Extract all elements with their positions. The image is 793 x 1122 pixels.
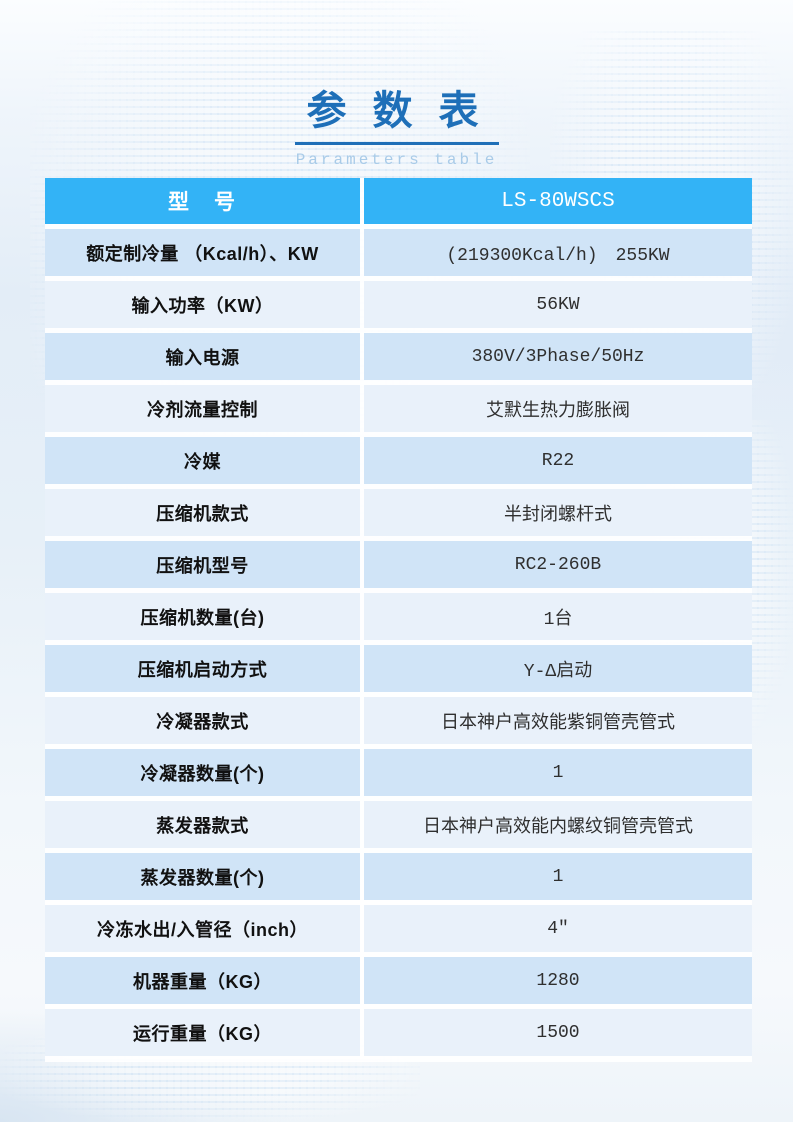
- spec-label: 冷剂流量控制: [45, 385, 360, 432]
- row-power-supply: 输入电源 380V/3Phase/50Hz: [45, 333, 752, 380]
- model-column-header: 型 号: [45, 178, 360, 224]
- spec-value: 1: [364, 853, 752, 900]
- row-evaporator-type: 蒸发器款式 日本神户高效能内螺纹铜管壳管式: [45, 801, 752, 848]
- page-subtitle: Parameters table: [295, 151, 498, 169]
- spec-value: 380V/3Phase/50Hz: [364, 333, 752, 380]
- row-compressor-start-mode: 压缩机启动方式 Y-Δ启动: [45, 645, 752, 692]
- spec-label: 冷冻水出/入管径（inch）: [45, 905, 360, 952]
- row-condenser-quantity: 冷凝器数量(个) 1: [45, 749, 752, 796]
- spec-value: RC2-260B: [364, 541, 752, 588]
- row-compressor-type: 压缩机款式 半封闭螺杆式: [45, 489, 752, 536]
- spec-label: 冷凝器款式: [45, 697, 360, 744]
- row-running-weight: 运行重量（KG） 1500: [45, 1009, 752, 1056]
- spec-value: 日本神户高效能紫铜管壳管式: [364, 697, 752, 744]
- spec-value: 1500: [364, 1009, 752, 1056]
- row-chilled-water-pipe-diameter: 冷冻水出/入管径（inch） 4″: [45, 905, 752, 952]
- spec-label: 压缩机款式: [45, 489, 360, 536]
- row-input-power: 输入功率（KW） 56KW: [45, 281, 752, 328]
- spec-label: 冷凝器数量(个): [45, 749, 360, 796]
- table-header-row: 型 号 LS-80WSCS: [45, 178, 752, 224]
- spec-value: 1台: [364, 593, 752, 640]
- row-evaporator-quantity: 蒸发器数量(个) 1: [45, 853, 752, 900]
- page-title: 参 数 表: [294, 78, 499, 145]
- spec-label: 压缩机型号: [45, 541, 360, 588]
- spec-value: 56KW: [364, 281, 752, 328]
- parameters-table: 型 号 LS-80WSCS 额定制冷量 （Kcal/h）、KW (219300K…: [45, 178, 752, 1062]
- row-refrigerant: 冷媒 R22: [45, 437, 752, 484]
- spec-value: 日本神户高效能内螺纹铜管壳管式: [364, 801, 752, 848]
- row-rated-cooling-capacity: 额定制冷量 （Kcal/h）、KW (219300Kcal/h) 255KW: [45, 229, 752, 276]
- title-block: 参 数 表 Parameters table: [0, 78, 793, 169]
- spec-label: 压缩机数量(台): [45, 593, 360, 640]
- spec-label: 机器重量（KG）: [45, 957, 360, 1004]
- spec-value: 1: [364, 749, 752, 796]
- spec-value: Y-Δ启动: [364, 645, 752, 692]
- row-refrigerant-flow-control: 冷剂流量控制 艾默生热力膨胀阀: [45, 385, 752, 432]
- spec-value: 艾默生热力膨胀阀: [364, 385, 752, 432]
- spec-label: 输入功率（KW）: [45, 281, 360, 328]
- spec-label: 冷媒: [45, 437, 360, 484]
- spec-value: 半封闭螺杆式: [364, 489, 752, 536]
- row-machine-weight: 机器重量（KG） 1280: [45, 957, 752, 1004]
- spec-value: R22: [364, 437, 752, 484]
- spec-label: 输入电源: [45, 333, 360, 380]
- model-number: LS-80WSCS: [364, 178, 752, 224]
- spec-value: (219300Kcal/h) 255KW: [364, 229, 752, 276]
- row-condenser-type: 冷凝器款式 日本神户高效能紫铜管壳管式: [45, 697, 752, 744]
- spec-label: 压缩机启动方式: [45, 645, 360, 692]
- spec-label: 额定制冷量 （Kcal/h）、KW: [45, 229, 360, 276]
- spec-label: 蒸发器款式: [45, 801, 360, 848]
- spec-value: 4″: [364, 905, 752, 952]
- row-compressor-model: 压缩机型号 RC2-260B: [45, 541, 752, 588]
- spec-value: 1280: [364, 957, 752, 1004]
- row-compressor-quantity: 压缩机数量(台) 1台: [45, 593, 752, 640]
- spec-label: 蒸发器数量(个): [45, 853, 360, 900]
- spec-label: 运行重量（KG）: [45, 1009, 360, 1056]
